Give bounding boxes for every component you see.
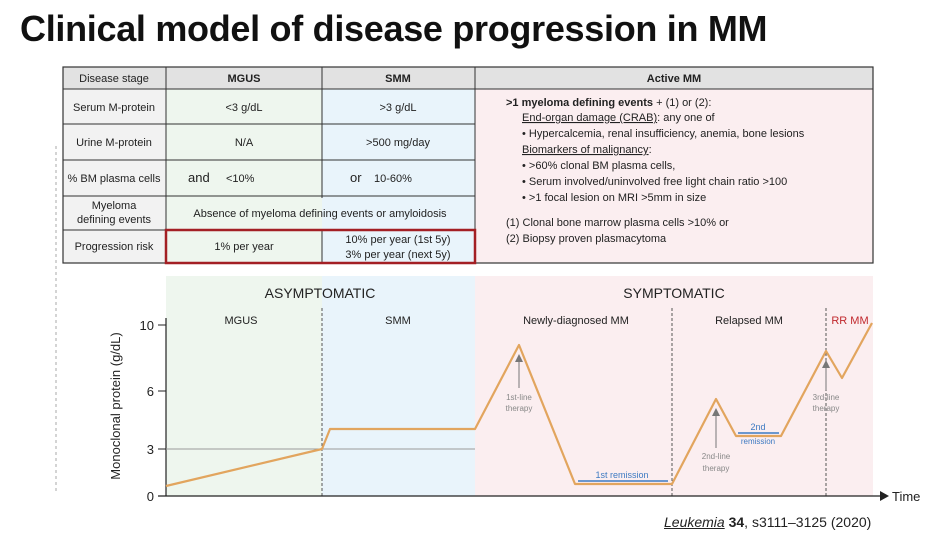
header-disease-stage: Disease stage (79, 73, 149, 85)
progression-risk-highlight (164, 228, 477, 265)
second-line-label-1: 2nd-line (702, 452, 731, 461)
first-line-label-1: 1st-line (506, 393, 532, 402)
smm-phase-bg (322, 276, 475, 496)
second-remission-label-2: remission (741, 437, 775, 446)
second-line-arrow-icon (712, 408, 720, 416)
urine-smm: >500 mg/day (366, 137, 430, 149)
second-line-label-2: therapy (703, 464, 730, 473)
header-row-bg (63, 67, 873, 89)
y-tick-6: 6 (147, 384, 154, 399)
section-newly-diagnosed: Newly-diagnosed MM (523, 315, 629, 327)
row-label-serum: Serum M-protein (73, 102, 155, 114)
serum-mgus: <3 g/dL (225, 102, 262, 114)
first-line-arrow-icon (515, 354, 523, 362)
phase-symptomatic: SYMPTOMATIC (623, 285, 724, 301)
bm-smm: 10-60% (374, 173, 412, 185)
slide-title: Clinical model of disease progression in… (20, 8, 768, 49)
section-mgus: MGUS (225, 315, 258, 327)
header-mgus: MGUS (228, 73, 261, 85)
row-label-risk: Progression risk (75, 241, 154, 253)
row-label-events-1: Myeloma (92, 200, 138, 212)
active-bio-item3: • >1 focal lesion on MRI >5mm in size (522, 192, 706, 204)
citation: Leukemia 34, s3111–3125 (2020) (664, 514, 871, 530)
third-line-label-1: 3rd-line (813, 393, 840, 402)
stage-column-bg (63, 67, 166, 263)
risk-smm-2: 3% per year (next 5y) (345, 249, 450, 261)
y-axis-label: Monoclonal protein (g/dL) (108, 332, 123, 479)
m-protein-curve (165, 322, 873, 488)
active-bio-item2: • Serum involved/uninvolved free light c… (522, 176, 787, 188)
third-line-arrow-icon (822, 360, 830, 368)
row-label-bm: % BM plasma cells (68, 173, 161, 185)
active-crab-item: • Hypercalcemia, renal insufficiency, an… (522, 128, 805, 140)
x-axis-arrow-icon (880, 491, 889, 501)
first-line-label-2: therapy (506, 404, 533, 413)
section-smm: SMM (385, 315, 411, 327)
citation-journal[interactable]: Leukemia (664, 514, 725, 530)
y-tick-0: 0 (147, 489, 154, 504)
active-biomarkers: Biomarkers of malignancy: (522, 144, 652, 156)
urine-mgus: N/A (235, 137, 254, 149)
header-smm: SMM (385, 73, 411, 85)
mgus-column-bg (166, 67, 322, 263)
events-value: Absence of myeloma defining events or am… (193, 208, 447, 220)
active-bio-item1: • >60% clonal BM plasma cells, (522, 160, 675, 172)
risk-mgus: 1% per year (214, 241, 274, 253)
x-axis-label: Time (892, 489, 920, 504)
y-tick-10: 10 (140, 318, 154, 333)
row-label-events-2: defining events (77, 214, 151, 226)
progression-plot: ASYMPTOMATIC SYMPTOMATIC MGUS SMM Newly-… (108, 276, 920, 504)
bm-or-label: or (350, 170, 362, 185)
risk-smm-1: 10% per year (1st 5y) (345, 234, 450, 246)
bm-and-label: and (188, 170, 210, 185)
row-label-urine: Urine M-protein (76, 137, 152, 149)
section-relapsed: Relapsed MM (715, 315, 783, 327)
bm-mgus: <10% (226, 173, 255, 185)
third-line-label-2: therapy (813, 404, 840, 413)
active-crab: End-organ damage (CRAB): any one of (522, 112, 716, 124)
active-line1: >1 myeloma defining events + (1) or (2): (506, 97, 711, 109)
serum-smm: >3 g/dL (379, 102, 416, 114)
second-remission-label-1: 2nd (750, 422, 765, 432)
citation-pages: , s3111–3125 (2020) (744, 514, 872, 530)
mgus-phase-bg (166, 276, 322, 496)
criteria-table: Disease stage MGUS SMM Active MM Serum M… (62, 66, 874, 265)
active-crit1: (1) Clonal bone marrow plasma cells >10%… (506, 217, 729, 229)
first-remission-label: 1st remission (595, 470, 648, 480)
header-active-mm: Active MM (647, 73, 701, 85)
citation-volume: 34 (728, 514, 745, 530)
phase-asymptomatic: ASYMPTOMATIC (265, 285, 376, 301)
active-column-bg (475, 67, 873, 263)
section-rrmm: RR MM (831, 315, 868, 327)
active-crit2: (2) Biopsy proven plasmacytoma (506, 233, 667, 245)
y-tick-3: 3 (147, 442, 154, 457)
